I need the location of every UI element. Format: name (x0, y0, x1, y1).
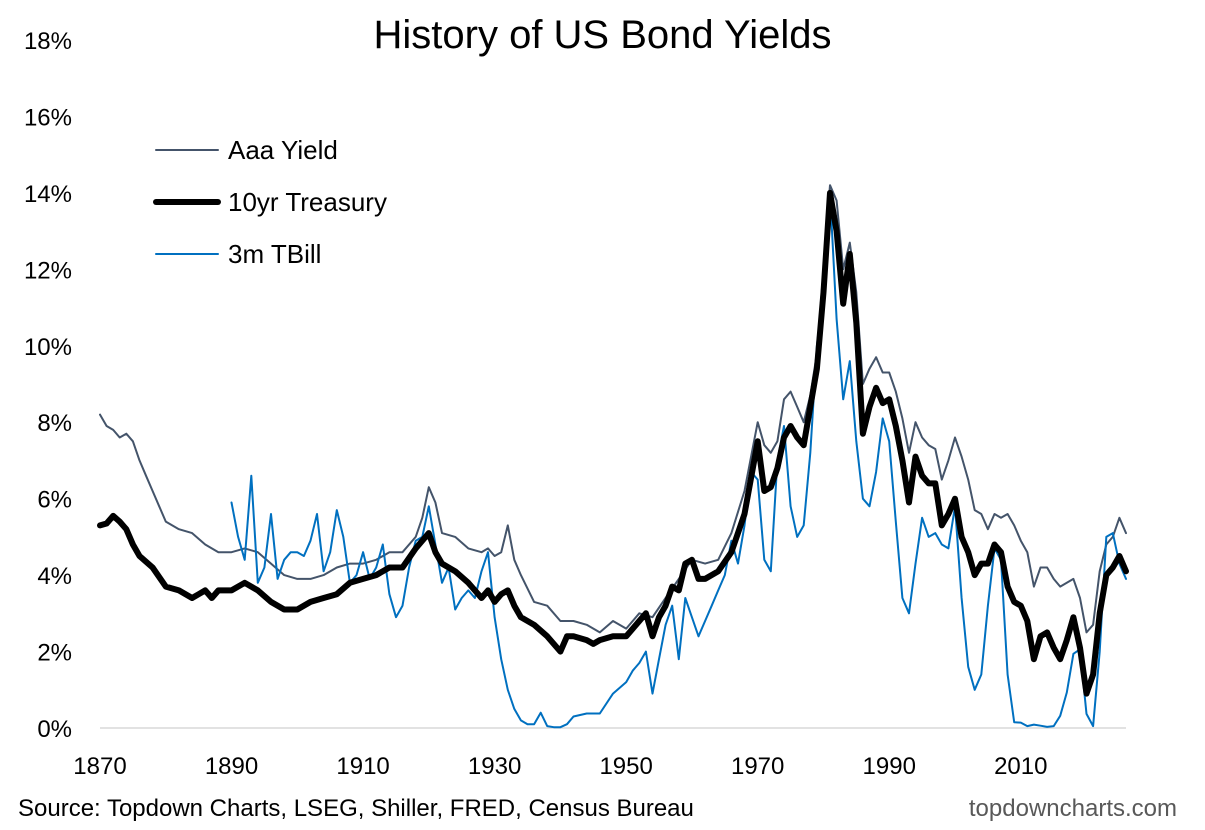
y-tick-label: 14% (24, 181, 72, 208)
legend-label: 10yr Treasury (228, 187, 387, 217)
y-tick-label: 12% (24, 257, 72, 284)
x-axis: 1870 1890 1910 1930 1950 1970 1990 2010 (73, 727, 1126, 780)
series-layer (97, 184, 1129, 729)
x-tick-label: 1870 (73, 753, 126, 780)
y-tick-label: 0% (37, 716, 72, 743)
x-tick-label: 1910 (336, 753, 389, 780)
brand-watermark: topdowncharts.com (968, 795, 1177, 822)
legend-label: 3m TBill (228, 239, 321, 269)
y-tick-label: 16% (24, 104, 72, 131)
y-tick-label: 6% (37, 487, 72, 514)
legend-label: Aaa Yield (228, 135, 338, 165)
series-line-10yr-treasury (97, 189, 1129, 697)
y-tick-label: 4% (37, 563, 72, 590)
y-tick-label: 18% (24, 28, 72, 55)
x-tick-label: 2010 (994, 753, 1047, 780)
y-tick-label: 8% (37, 410, 72, 437)
legend: Aaa Yield 10yr Treasury 3m TBill (153, 135, 387, 269)
source-note: Source: Topdown Charts, LSEG, Shiller, F… (18, 795, 694, 822)
x-tick-label: 1930 (468, 753, 521, 780)
x-tick-label: 1970 (731, 753, 784, 780)
y-tick-label: 10% (24, 334, 72, 361)
x-tick-label: 1950 (599, 753, 652, 780)
series-line-3m-tbill (230, 191, 1127, 729)
chart-title: History of US Bond Yields (373, 13, 832, 57)
x-tick-label: 1890 (205, 753, 258, 780)
x-tick-label: 1990 (863, 753, 916, 780)
series-line-aaa-yield (99, 184, 1127, 634)
y-axis: 0% 2% 4% 6% 8% 10% 12% 14% 16% 18% (24, 28, 72, 743)
y-tick-label: 2% (37, 640, 72, 667)
